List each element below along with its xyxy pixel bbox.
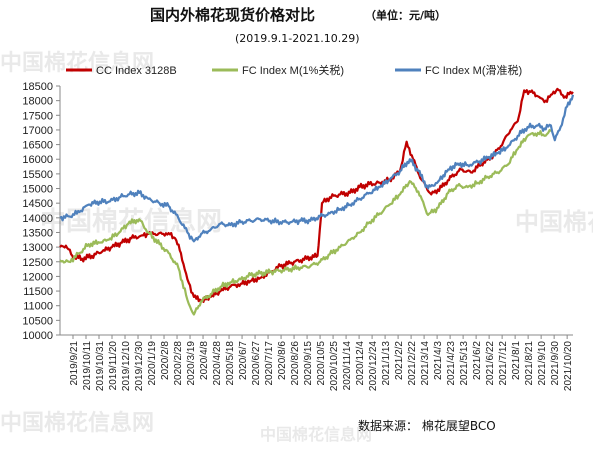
x-tick-label: 2020/11/14 (342, 341, 353, 391)
chart-title: 国内外棉花现货价格对比 (150, 6, 315, 24)
watermark-text: 中国棉花信息网 (515, 208, 593, 236)
x-tick-label: 2019/9/21 (69, 341, 80, 386)
x-axis-ticks: 2019/9/21 2019/10/11 2019/10/31 2019/11/20 2… (69, 335, 574, 391)
y-tick-label: 18500 (22, 81, 53, 93)
x-tick-label: 2020/1/19 (147, 341, 158, 386)
y-tick-label: 16000 (22, 154, 53, 166)
x-tick-label: 2020/7/17 (264, 341, 275, 386)
x-tick-label: 2021/10/20 (563, 341, 574, 391)
x-tick-label: 2021/3/14 (420, 341, 431, 386)
x-tick-label: 2020/4/8 (199, 341, 210, 380)
x-tick-label: 2019/11/20 (108, 341, 119, 391)
x-tick-label: 2020/5/18 (225, 341, 236, 386)
x-tick-label: 2020/2/8 (160, 341, 171, 380)
x-tick-label: 2021/9/30 (550, 341, 561, 386)
y-tick-label: 11500 (23, 286, 53, 298)
x-tick-label: 2021/5/13 (459, 341, 470, 386)
x-tick-label: 2020/6/7 (238, 341, 249, 380)
x-tick-label: 2020/12/24 (368, 341, 379, 391)
plot-area: 10000 10500 11000 11500 12000 12500 13000 13500… (22, 81, 574, 391)
x-tick-label: 2021/6/2 (472, 341, 483, 380)
x-tick-label: 2021/8/21 (524, 341, 535, 386)
watermark-text: 中国棉花信息网 (0, 50, 154, 76)
x-tick-label: 2019/12/30 (134, 341, 145, 391)
x-tick-label: 2019/12/10 (121, 341, 132, 391)
x-tick-label: 2021/4/23 (446, 341, 457, 386)
y-tick-label: 10500 (22, 315, 53, 327)
series-line (59, 94, 575, 243)
series-lines (59, 87, 575, 316)
y-tick-label: 10000 (22, 330, 53, 342)
x-tick-label: 2019/10/11 (82, 341, 93, 391)
y-axis-ticks: 10000 10500 11000 11500 12000 12500 13000 13500… (22, 81, 60, 342)
legend-label: FC Index M(1%关税) (242, 63, 344, 77)
y-tick-label: 12500 (22, 257, 53, 269)
x-tick-label: 2020/10/5 (316, 341, 327, 386)
x-tick-label: 2021/7/12 (498, 341, 509, 386)
legend: CC Index 3128B FC Index M(1%关税) FC Index M… (66, 63, 522, 77)
legend-label: FC Index M(滑准税) (425, 63, 522, 77)
x-tick-label: 2020/6/27 (251, 341, 262, 386)
x-tick-label: 2019/10/31 (95, 341, 106, 391)
y-tick-label: 14500 (22, 198, 53, 210)
chart-date-range: (2019.9.1-2021.10.29) (235, 32, 360, 45)
y-tick-label: 16500 (22, 140, 53, 152)
series-line (59, 87, 574, 303)
y-tick-label: 14000 (22, 213, 53, 225)
x-tick-label: 2020/12/4 (355, 341, 366, 386)
x-tick-label: 2021/4/3 (433, 341, 444, 380)
x-tick-label: 2021/1/13 (381, 341, 392, 386)
y-tick-label: 18000 (22, 96, 53, 108)
x-tick-label: 2021/2/22 (407, 341, 418, 386)
legend-label: CC Index 3128B (96, 65, 177, 77)
series-line (59, 129, 552, 316)
x-tick-label: 2020/8/26 (290, 341, 301, 386)
y-tick-label: 12000 (22, 271, 53, 283)
watermark-text: 中国棉花信息网 (260, 425, 372, 444)
x-tick-label: 2020/3/19 (186, 341, 197, 386)
y-tick-label: 11000 (23, 301, 53, 313)
x-tick-label: 2021/9/10 (537, 341, 548, 386)
y-tick-label: 13500 (22, 227, 53, 239)
chart-unit: （单位：元/吨） (365, 8, 446, 22)
y-tick-label: 17000 (22, 125, 53, 137)
x-tick-label: 2020/2/28 (173, 341, 184, 386)
x-tick-label: 2021/2/2 (394, 341, 405, 380)
x-tick-label: 2020/8/6 (277, 341, 288, 380)
y-tick-label: 15500 (22, 169, 53, 181)
y-tick-label: 15000 (22, 184, 53, 196)
x-tick-label: 2020/9/15 (303, 341, 314, 386)
x-tick-label: 2020/10/25 (329, 341, 340, 391)
x-tick-label: 2021/8/1 (511, 341, 522, 380)
data-source: 数据来源： 棉花展望BCO (358, 418, 496, 433)
x-tick-label: 2020/4/28 (212, 341, 223, 386)
y-tick-label: 17500 (22, 110, 53, 122)
y-tick-label: 13000 (22, 242, 53, 254)
x-tick-label: 2021/6/22 (485, 341, 496, 386)
watermark-text: 中国棉花信息网 (0, 410, 154, 436)
